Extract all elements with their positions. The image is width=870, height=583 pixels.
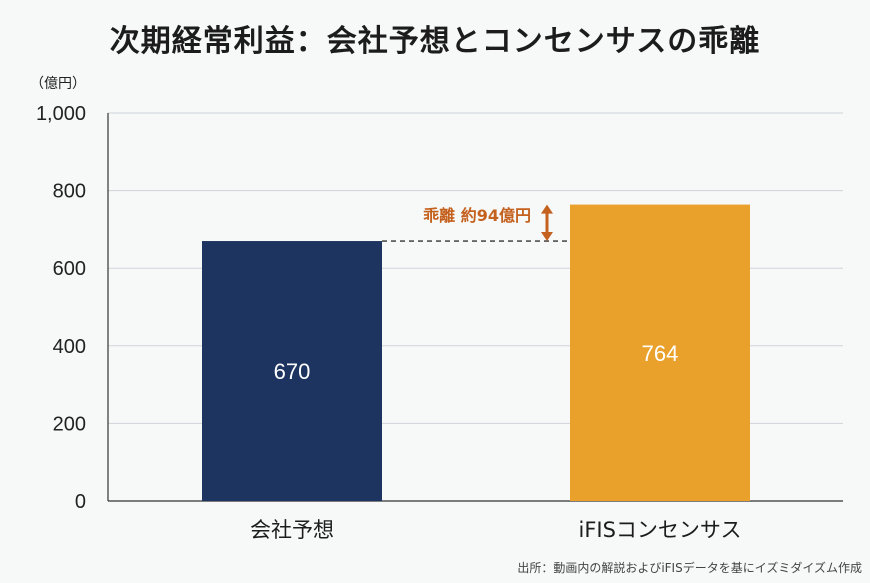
y-unit-label: （億円） [30, 76, 86, 92]
gap-annotation-label: 乖離 約94億円 [423, 206, 531, 225]
source-note: 出所：動画内の解説およびiFISデータを基にイズミダイズム作成 [517, 560, 862, 575]
bars: 670 764 [202, 204, 750, 502]
y-tick-label: 200 [53, 413, 86, 435]
y-tick-label: 600 [53, 258, 86, 280]
bar-value-label: 764 [642, 341, 679, 366]
y-tick-label: 0 [75, 491, 86, 513]
annotation: 乖離 約94億円 [382, 204, 570, 242]
bar-value-label: 670 [274, 359, 311, 384]
y-tick-label: 1,000 [36, 103, 86, 125]
x-category-label: iFISコンセンサス [578, 518, 741, 542]
bar [202, 241, 382, 502]
axes: 0 200 400 600 800 1,000 会社予想 iFISコンセンサス [36, 103, 843, 542]
y-tick-label: 800 [53, 181, 86, 203]
gap-arrow-head-down [541, 232, 553, 242]
x-category-label: 会社予想 [250, 518, 334, 542]
y-tick-label: 400 [53, 336, 86, 358]
gap-arrow-head-up [541, 204, 553, 214]
chart-title: 次期経常利益：会社予想とコンセンサスの乖離 [109, 24, 761, 59]
bar [570, 204, 750, 501]
